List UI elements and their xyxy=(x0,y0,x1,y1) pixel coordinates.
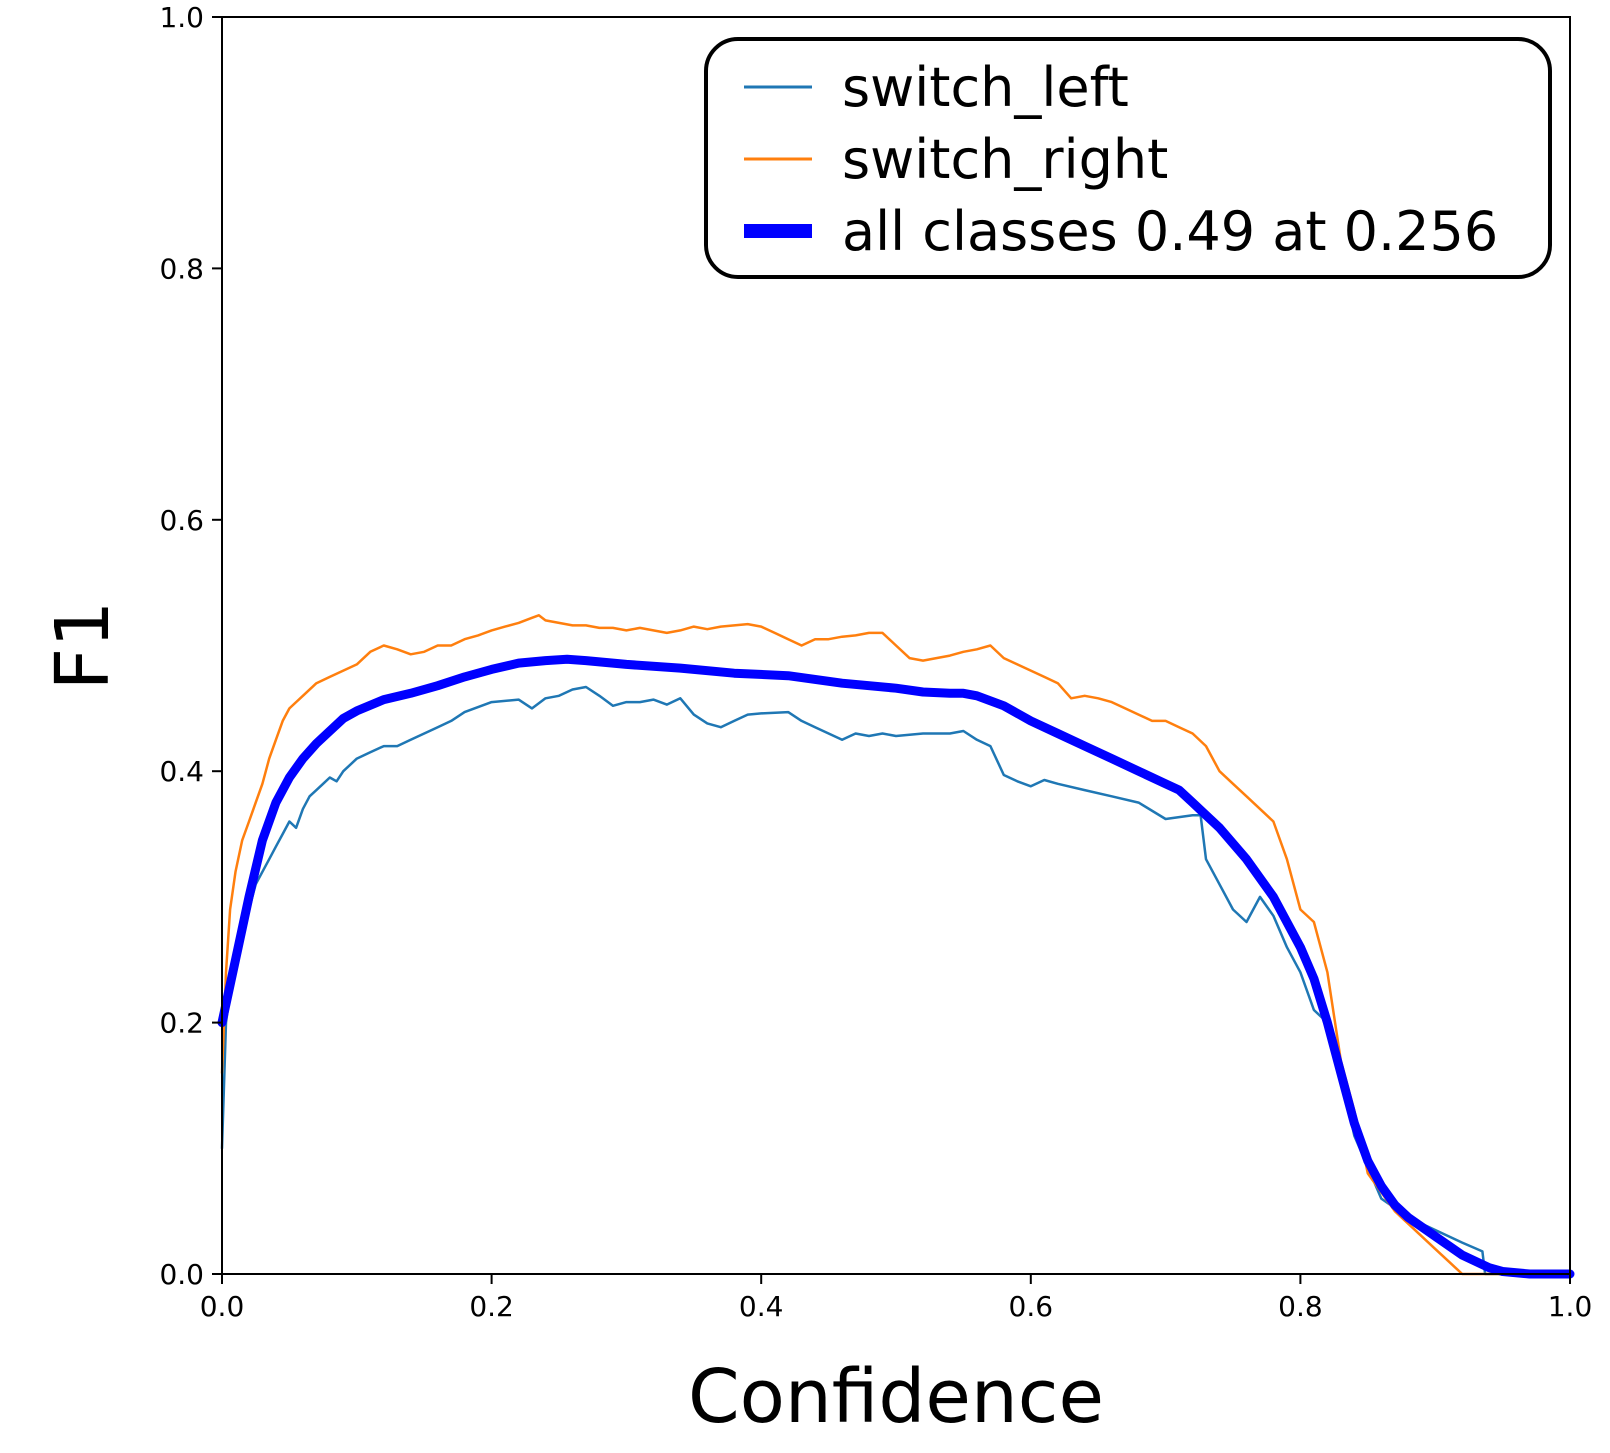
x-tick-label: 1.0 xyxy=(1548,1290,1593,1323)
legend-label-3: all classes 0.49 at 0.256 xyxy=(842,200,1498,263)
x-tick-label: 0.8 xyxy=(1278,1290,1323,1323)
legend-label-2: switch_right xyxy=(842,128,1168,191)
series-line-2 xyxy=(220,614,1572,1276)
legend-label-1: switch_left xyxy=(842,56,1129,119)
x-tick-label: 0.2 xyxy=(469,1290,514,1323)
y-tick-label: 0.4 xyxy=(159,755,204,788)
y-tick-label: 0.0 xyxy=(159,1258,204,1291)
y-axis-ticks: 0.0 0.2 0.4 0.6 0.8 1.0 xyxy=(159,1,222,1291)
x-axis-ticks: 0.0 0.2 0.4 0.6 0.8 1.0 xyxy=(200,1274,1593,1323)
y-axis-title: F1 xyxy=(40,601,126,691)
y-tick-label: 0.2 xyxy=(159,1007,204,1040)
y-tick-label: 0.6 xyxy=(159,504,204,537)
series-line-1 xyxy=(220,685,1572,1276)
legend-box xyxy=(704,37,1552,279)
y-tick-label: 0.8 xyxy=(159,252,204,285)
plot-frame xyxy=(221,16,1571,1275)
y-tick-label: 1.0 xyxy=(159,1,204,34)
x-axis-title: Confidence xyxy=(688,1354,1104,1440)
x-tick-label: 0.4 xyxy=(739,1290,784,1323)
series-layer xyxy=(217,614,1575,1279)
x-tick-label: 0.0 xyxy=(200,1290,245,1323)
x-tick-label: 0.6 xyxy=(1009,1290,1054,1323)
series-line-3 xyxy=(217,654,1575,1279)
